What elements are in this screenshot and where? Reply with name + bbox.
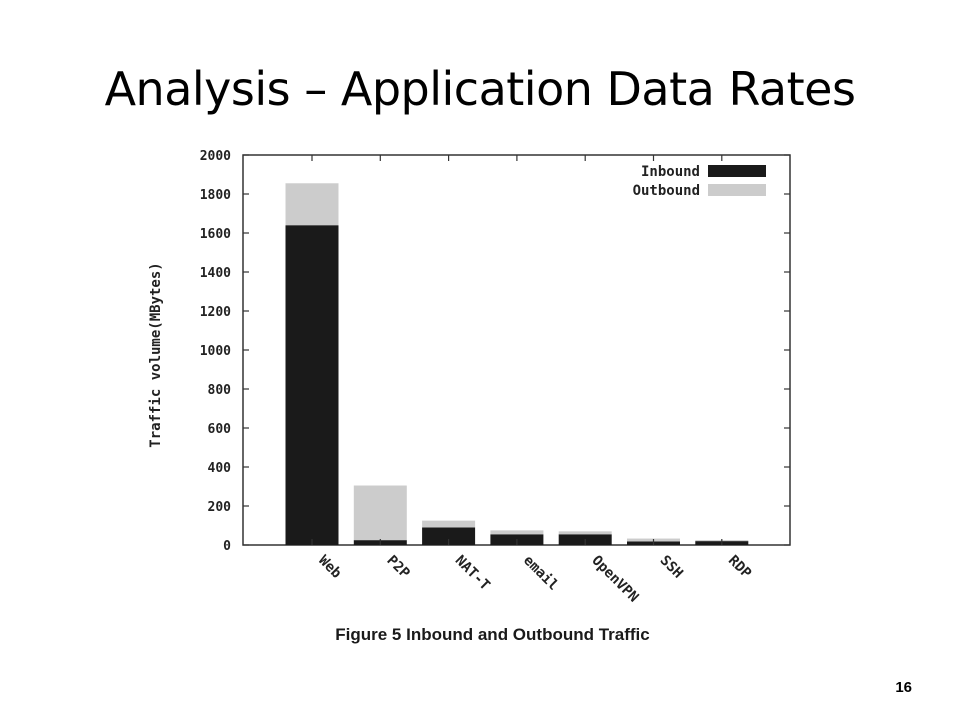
y-tick-label: 2000 xyxy=(200,149,231,164)
x-tick-label: NAT-T xyxy=(452,553,493,594)
x-tick-label: Web xyxy=(315,553,344,582)
legend-label-outbound: Outbound xyxy=(633,183,700,199)
x-tick-label: SSH xyxy=(657,553,686,582)
y-tick-label: 1800 xyxy=(200,188,231,203)
y-axis-label: Traffic volume(MBytes) xyxy=(148,262,164,447)
bar-inbound-nat-t xyxy=(422,527,476,545)
bar-outbound-nat-t xyxy=(422,520,476,528)
bar-outbound-web xyxy=(285,183,339,226)
y-tick-label: 800 xyxy=(208,383,232,398)
x-tick-label: P2P xyxy=(383,553,412,582)
figure-caption: Figure 5 Inbound and Outbound Traffic xyxy=(335,625,650,644)
y-tick-label: 400 xyxy=(208,461,232,476)
slide-title: Analysis – Application Data Rates xyxy=(104,62,856,116)
legend-label-inbound: Inbound xyxy=(641,164,700,180)
y-tick-label: 1200 xyxy=(200,305,231,320)
bar-outbound-email xyxy=(490,530,544,535)
x-tick-label: RDP xyxy=(725,553,754,582)
bar-outbound-openvpn xyxy=(558,531,612,535)
y-tick-label: 1000 xyxy=(200,344,231,359)
y-tick-label: 1600 xyxy=(200,227,231,242)
legend-swatch-inbound xyxy=(708,165,766,177)
y-tick-label: 0 xyxy=(223,539,231,554)
page-number: 16 xyxy=(895,679,912,696)
y-tick-label: 600 xyxy=(208,422,232,437)
bar-outbound-p2p xyxy=(353,485,407,541)
x-tick-label: email xyxy=(520,553,561,594)
legend-swatch-outbound xyxy=(708,184,766,196)
x-tick-label: OpenVPN xyxy=(588,553,641,606)
y-tick-label: 1400 xyxy=(200,266,231,281)
bar-inbound-web xyxy=(285,225,339,545)
y-tick-label: 200 xyxy=(208,500,232,515)
